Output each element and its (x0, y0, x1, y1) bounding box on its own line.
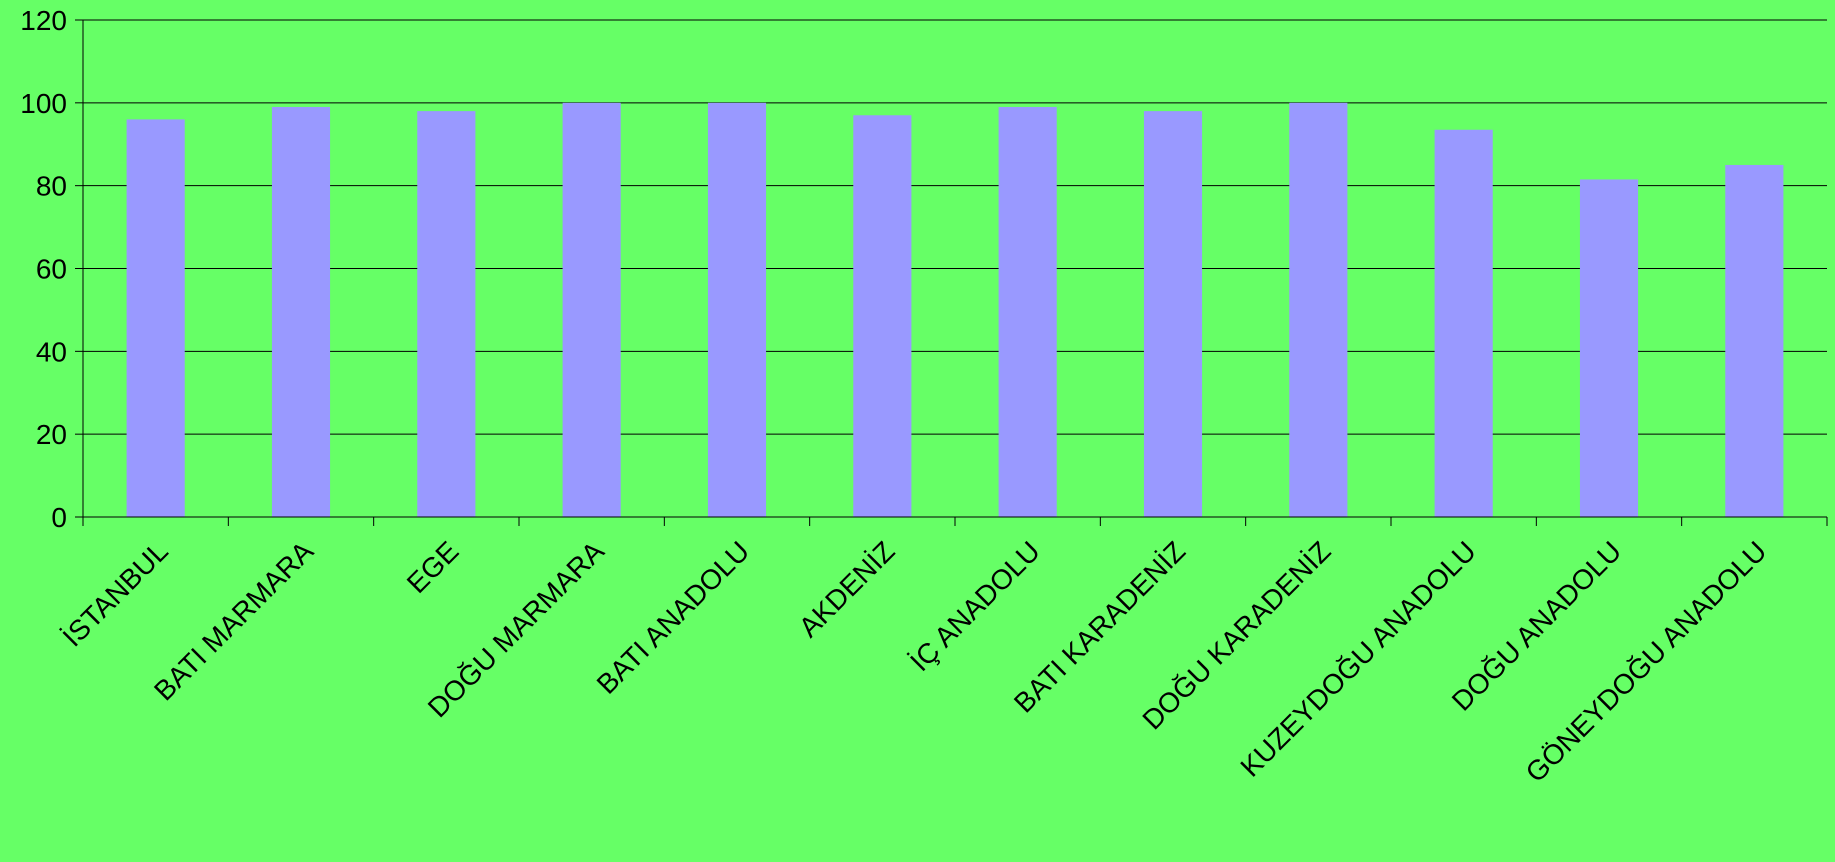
y-tick-label: 60 (36, 254, 67, 285)
x-tick-label: EGE (401, 535, 465, 599)
x-tick-label: İSTANBUL (57, 535, 174, 652)
x-tick-label: BATI MARMARA (148, 535, 319, 706)
x-tick-label: BATI ANADOLU (591, 535, 756, 700)
x-tick-label: AKDENİZ (793, 535, 901, 643)
bar (1434, 129, 1493, 518)
bar (1143, 111, 1203, 517)
bar (1579, 179, 1639, 517)
bar (1289, 102, 1348, 517)
y-tick-labels: 0 20 40 60 80 100 120 (20, 5, 67, 533)
gridlines (83, 19, 1827, 435)
bar (417, 111, 476, 517)
bar (998, 106, 1057, 517)
x-tick-label: KUZEYDOĞU ANADOLU (1234, 535, 1481, 782)
x-tick-label: GÖNEYDOĞU ANADOLU (1520, 535, 1773, 788)
y-tick-label: 100 (20, 88, 67, 119)
bar (562, 102, 621, 517)
bar (126, 119, 185, 518)
axes (75, 19, 1828, 526)
y-tick-label: 40 (36, 336, 67, 367)
bar (707, 102, 767, 517)
bar (853, 115, 912, 517)
bars (126, 102, 1784, 518)
y-tick-label: 120 (20, 5, 67, 36)
y-tick-label: 0 (51, 502, 67, 533)
x-tick-label: İÇ ANADOLU (904, 535, 1046, 677)
bar (1725, 164, 1784, 518)
y-tick-label: 80 (36, 171, 67, 202)
y-tick-label: 20 (36, 419, 67, 450)
bar (271, 106, 331, 517)
